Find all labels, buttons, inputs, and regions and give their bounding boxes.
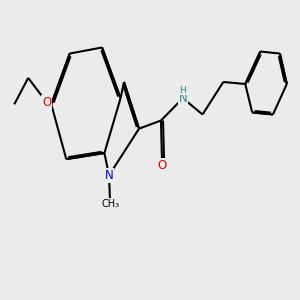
Text: O: O (158, 159, 167, 172)
Text: H: H (179, 86, 186, 95)
Text: CH₃: CH₃ (101, 199, 119, 209)
Text: O: O (42, 96, 51, 109)
Text: N: N (178, 92, 187, 105)
Text: N: N (105, 169, 113, 182)
